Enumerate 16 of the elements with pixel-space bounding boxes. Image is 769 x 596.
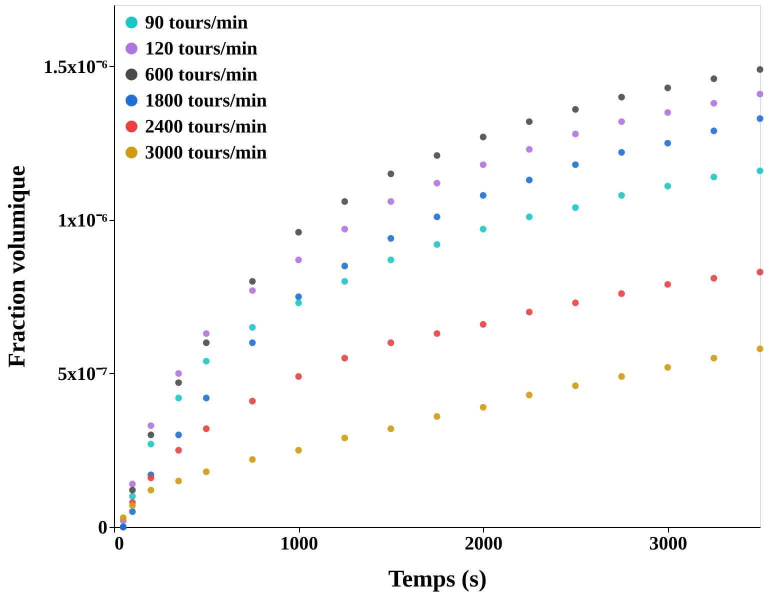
legend-label: 120 tours/min — [145, 38, 258, 60]
y-tick-label: 1x10⁻⁶ — [58, 210, 108, 232]
legend-label: 3000 tours/min — [145, 142, 268, 164]
y-tick-label: 1.5x10⁻⁶ — [44, 56, 108, 78]
x-tick-label: 1000 — [280, 534, 318, 554]
x-tick-label: 2000 — [464, 534, 503, 554]
y-tick-label: 5x10⁻⁷ — [58, 364, 108, 385]
legend-label: 600 tours/min — [145, 64, 258, 86]
legend-label: 1800 tours/min — [145, 90, 268, 112]
x-tick-label: 0 — [114, 534, 124, 554]
y-axis-title: Fraction volumique — [4, 165, 31, 368]
legend-label: 2400 tours/min — [145, 116, 268, 138]
x-axis-title: Temps (s) — [388, 566, 487, 592]
y-tick-label: 0 — [98, 518, 108, 538]
legend-label: 90 tours/min — [145, 12, 248, 34]
x-tick-label: 3000 — [649, 534, 688, 554]
